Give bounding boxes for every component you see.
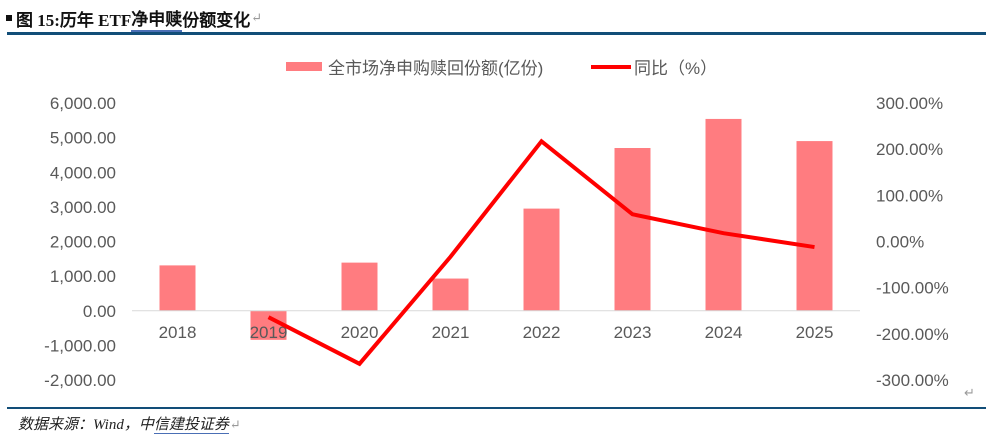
left-axis-tick: 3,000.00 (50, 198, 116, 217)
bar-2023 (614, 148, 651, 311)
x-tick-2019: 2019 (250, 323, 288, 342)
right-axis-tick: -300.00% (876, 371, 949, 390)
title-suffix: 份额变化 (182, 10, 251, 30)
bar-2020 (341, 262, 378, 311)
combo-chart: 全市场净申购赎回份额(亿份) 同比（%） 6,000.00 5,000.00 4,00… (44, 59, 949, 390)
left-axis-tick: -1,000.00 (44, 336, 116, 355)
return-mark-icon: ↵ (229, 417, 241, 432)
data-source: 数据来源：Wind，中信建投证券↵ (18, 413, 241, 434)
x-tick-2021: 2021 (432, 323, 470, 342)
bar-2021 (432, 278, 469, 311)
chart-legend: 全市场净申购赎回份额(亿份) 同比（%） (286, 59, 717, 78)
x-tick-2020: 2020 (341, 323, 379, 342)
top-divider (7, 32, 986, 35)
source-prefix: 数据来源：Wind，中 (18, 417, 154, 433)
bottom-divider (7, 407, 986, 409)
legend-line-label: 同比（%） (634, 59, 717, 78)
bar-2018 (159, 265, 196, 311)
left-axis-tick: 0.00 (83, 302, 116, 321)
x-tick-2023: 2023 (614, 323, 652, 342)
bullet-icon (6, 15, 12, 21)
x-tick-2024: 2024 (705, 323, 743, 342)
bar-2025 (796, 141, 833, 311)
right-axis-tick: 200.00% (876, 140, 943, 159)
left-axis-tick: -2,000.00 (44, 371, 116, 390)
x-axis-labels: 2018 2019 2020 2021 2022 2023 2024 2025 (159, 323, 834, 342)
left-axis-tick: 6,000.00 (50, 94, 116, 113)
right-axis-tick: 0.00% (876, 233, 924, 252)
title-underlined: 净申赎 (131, 5, 183, 32)
x-tick-2018: 2018 (159, 323, 197, 342)
source-underlined: 信建投证券 (153, 417, 229, 434)
left-y-axis: 6,000.00 5,000.00 4,000.00 3,000.00 2,000.00… (44, 94, 116, 390)
left-axis-tick: 1,000.00 (50, 267, 116, 286)
right-axis-tick: 300.00% (876, 94, 943, 113)
return-mark-icon: ↵ (964, 385, 975, 400)
title-prefix: 图 15:历年 ETF (16, 10, 132, 30)
x-tick-2025: 2025 (796, 323, 834, 342)
right-axis-tick: -200.00% (876, 325, 949, 344)
left-axis-tick: 5,000.00 (50, 129, 116, 148)
bar-2024 (705, 118, 742, 311)
bar-series (159, 118, 833, 340)
x-tick-2022: 2022 (523, 323, 561, 342)
bar-2022 (523, 208, 560, 311)
right-y-axis: 300.00% 200.00% 100.00% 0.00% -100.00% -200.0… (876, 94, 949, 390)
legend-bar-label: 全市场净申购赎回份额(亿份) (328, 59, 543, 78)
left-axis-tick: 2,000.00 (50, 233, 116, 252)
return-mark-icon: ↵ (251, 10, 263, 25)
right-axis-tick: 100.00% (876, 186, 943, 205)
line-series (267, 138, 815, 367)
figure-title: 图 15:历年 ETF 净申赎 份额变化 ↵ (6, 5, 263, 32)
left-axis-tick: 4,000.00 (50, 163, 116, 182)
legend-bar-swatch (286, 62, 322, 71)
right-axis-tick: -100.00% (876, 279, 949, 298)
